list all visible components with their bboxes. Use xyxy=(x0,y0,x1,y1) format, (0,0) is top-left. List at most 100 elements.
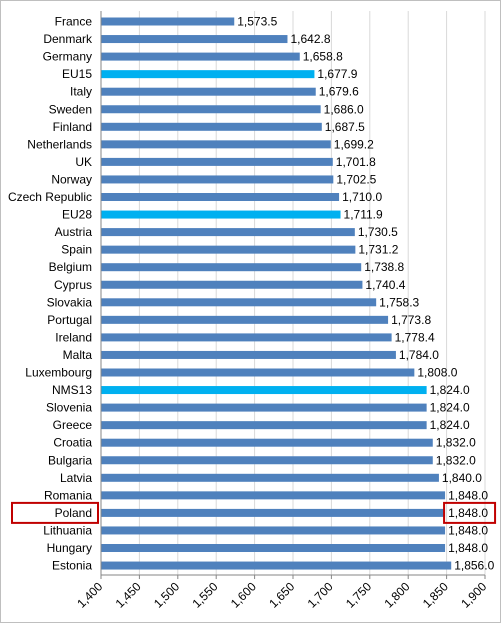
value-label-cyprus: 1,740.4 xyxy=(365,278,405,292)
category-label-romania: Romania xyxy=(44,488,92,502)
bar-luxembourg xyxy=(101,368,415,377)
x-tick-label-3: 1,550 xyxy=(189,579,220,610)
bar-finland xyxy=(101,122,322,131)
bar-cyprus xyxy=(101,280,363,289)
category-label-austria: Austria xyxy=(55,225,93,239)
category-label-slovenia: Slovenia xyxy=(46,401,92,415)
value-label-denmark: 1,642.8 xyxy=(290,32,330,46)
x-tick-label-2: 1,500 xyxy=(151,579,182,610)
value-label-slovenia: 1,824.0 xyxy=(430,401,470,415)
category-label-bulgaria: Bulgaria xyxy=(48,453,92,467)
highlight-box-category-poland xyxy=(11,501,99,524)
x-tick-label-9: 1,850 xyxy=(420,579,451,610)
value-label-poland: 1,848.0 xyxy=(448,506,488,520)
category-label-lithuania: Lithuania xyxy=(43,523,92,537)
bar-poland xyxy=(101,508,446,517)
bar-czech-republic xyxy=(101,193,340,201)
category-label-belgium: Belgium xyxy=(49,260,92,274)
category-label-nms13: NMS13 xyxy=(52,383,92,397)
value-label-slovakia: 1,758.3 xyxy=(379,295,419,309)
category-label-hungary: Hungary xyxy=(47,541,92,555)
bar-eu15 xyxy=(101,70,315,79)
value-label-belgium: 1,738.8 xyxy=(364,260,404,274)
category-label-cyprus: Cyprus xyxy=(54,278,92,292)
category-label-greece: Greece xyxy=(53,418,93,432)
category-label-portugal: Portugal xyxy=(47,313,92,327)
category-label-estonia: Estonia xyxy=(52,559,92,573)
bar-austria xyxy=(101,228,355,237)
bar-germany xyxy=(101,52,300,61)
bar-uk xyxy=(101,157,333,166)
category-label-eu28: EU28 xyxy=(62,208,92,222)
category-label-eu15: EU15 xyxy=(62,67,92,81)
value-label-sweden: 1,686.0 xyxy=(324,102,364,116)
value-label-estonia: 1,856.0 xyxy=(454,559,494,573)
bar-bulgaria xyxy=(101,456,433,465)
value-label-france: 1,573.5 xyxy=(237,15,277,29)
bar-denmark xyxy=(101,35,288,44)
value-label-eu28: 1,711.9 xyxy=(344,208,383,222)
x-tick-label-1: 1,450 xyxy=(113,579,144,610)
bar-croatia xyxy=(101,438,433,447)
highlight-box-value-poland xyxy=(443,501,497,524)
value-label-spain: 1,731.2 xyxy=(358,243,398,257)
value-label-romania: 1,848.0 xyxy=(448,488,488,502)
category-label-sweden: Sweden xyxy=(49,102,92,116)
value-label-luxembourg: 1,808.0 xyxy=(417,366,457,380)
bar-nms13 xyxy=(101,386,427,395)
bar-hungary xyxy=(101,544,446,552)
bar-sweden xyxy=(101,105,321,114)
value-label-czech-republic: 1,710.0 xyxy=(342,190,382,204)
category-label-luxembourg: Luxembourg xyxy=(25,366,92,380)
bar-eu28 xyxy=(101,210,341,219)
bar-slovakia xyxy=(101,298,377,307)
x-tick-label-10: 1,900 xyxy=(458,579,489,610)
category-label-spain: Spain xyxy=(61,243,92,257)
bar-norway xyxy=(101,175,334,184)
value-label-latvia: 1,840.0 xyxy=(442,471,482,485)
bar-estonia xyxy=(101,561,452,570)
category-label-poland: Poland xyxy=(55,506,92,520)
bar-lithuania xyxy=(101,526,446,535)
value-label-italy: 1,679.6 xyxy=(319,85,359,99)
bar-france xyxy=(101,17,235,26)
bar-romania xyxy=(101,491,446,500)
x-tick-label-4: 1,600 xyxy=(228,579,259,610)
bar-italy xyxy=(101,87,316,96)
value-label-finland: 1,687.5 xyxy=(325,120,365,134)
bar-greece xyxy=(101,421,427,430)
category-label-uk: UK xyxy=(75,155,92,169)
category-label-france: France xyxy=(55,15,93,29)
value-label-malta: 1,784.0 xyxy=(399,348,439,362)
category-label-croatia: Croatia xyxy=(53,436,92,450)
bar-malta xyxy=(101,350,396,359)
category-label-netherlands: Netherlands xyxy=(27,137,92,151)
bar-netherlands xyxy=(101,140,331,149)
value-label-croatia: 1,832.0 xyxy=(436,436,476,450)
value-label-netherlands: 1,699.2 xyxy=(334,137,374,151)
category-label-czech-republic: Czech Republic xyxy=(8,190,92,204)
x-tick-label-0: 1,400 xyxy=(74,579,105,610)
value-label-norway: 1,702.5 xyxy=(336,172,376,186)
bar-spain xyxy=(101,245,356,254)
value-label-austria: 1,730.5 xyxy=(358,225,398,239)
x-tick-label-7: 1,750 xyxy=(343,579,374,610)
category-label-slovakia: Slovakia xyxy=(47,295,93,309)
value-label-germany: 1,658.8 xyxy=(303,50,343,64)
category-label-germany: Germany xyxy=(43,50,92,64)
category-label-malta: Malta xyxy=(63,348,93,362)
value-label-greece: 1,824.0 xyxy=(430,418,470,432)
category-label-norway: Norway xyxy=(51,172,92,186)
value-label-portugal: 1,773.8 xyxy=(391,313,431,327)
bar-belgium xyxy=(101,263,362,272)
value-label-eu15: 1,677.9 xyxy=(317,67,357,81)
category-label-italy: Italy xyxy=(70,85,92,99)
x-tick-label-6: 1,700 xyxy=(305,579,336,610)
bar-ireland xyxy=(101,333,392,342)
value-label-hungary: 1,848.0 xyxy=(448,541,488,555)
value-label-lithuania: 1,848.0 xyxy=(448,523,488,537)
value-label-uk: 1,701.8 xyxy=(336,155,376,169)
category-label-ireland: Ireland xyxy=(55,330,92,344)
